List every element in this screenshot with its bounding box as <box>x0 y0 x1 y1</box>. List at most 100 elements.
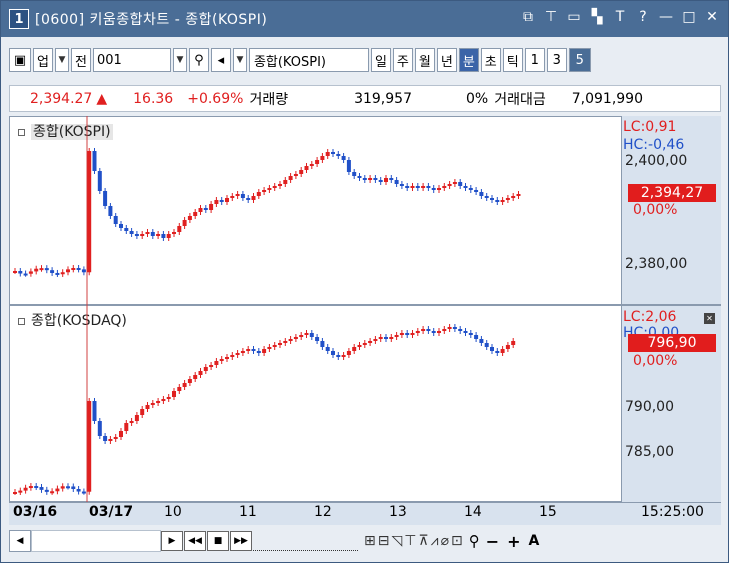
zoom-icon[interactable]: ⚲ <box>468 532 480 550</box>
kospi-candle <box>18 271 23 274</box>
maximize-icon[interactable]: □ <box>682 9 696 25</box>
zoom-slider[interactable] <box>253 531 358 551</box>
kosdaq-candle <box>415 331 420 333</box>
interval-1-button[interactable]: 1 <box>524 48 545 72</box>
kospi-candle <box>256 192 261 196</box>
plus-icon[interactable]: + <box>507 531 521 551</box>
chevron-down-icon[interactable]: ▼ <box>172 48 187 72</box>
speaker-icon[interactable]: ◂ <box>210 48 231 72</box>
close-icon[interactable]: ✕ <box>706 9 718 25</box>
kospi-candle <box>431 188 436 190</box>
kospi-candle <box>267 188 272 190</box>
kosdaq-candle <box>172 391 176 397</box>
unit-minute-button[interactable]: 분 <box>458 48 479 72</box>
kospi-candle <box>341 156 346 160</box>
kospi-candle <box>214 200 219 204</box>
kospi-candle <box>283 180 288 184</box>
kospi-candle <box>288 176 293 180</box>
period-week-button[interactable]: 주 <box>392 48 413 72</box>
interval-5-button[interactable]: 5 <box>568 48 591 72</box>
chevron-down-icon[interactable]: ▼ <box>54 48 69 72</box>
kospi-candle <box>108 206 113 216</box>
kospi-candle <box>34 268 39 272</box>
kospi-candle <box>50 270 55 273</box>
kospi-candle <box>225 198 229 202</box>
price-change-pct: +0.69% <box>187 90 244 107</box>
kospi-candle <box>28 271 33 274</box>
kosdaq-candle <box>28 486 33 489</box>
kosdaq-candle <box>187 379 192 383</box>
kospi-candle <box>468 188 473 190</box>
kosdaq-candle <box>293 337 298 339</box>
kospi-candle <box>309 164 314 166</box>
close-panel-icon[interactable]: ✕ <box>704 313 715 324</box>
kospi-candle <box>193 212 198 216</box>
unit-second-button[interactable]: 초 <box>480 48 501 72</box>
kosdaq-candle <box>299 335 304 337</box>
current-price: 2,394.27 <box>30 90 93 107</box>
kosdaq-candle <box>341 355 346 357</box>
kospi-candle <box>346 160 351 172</box>
title-bar[interactable]: 1 [0600] 키움종합차트 - 종합(KOSPI) ⧉ ⊤ ▭ ▚ T ? … <box>1 1 728 37</box>
kospi-candle <box>463 186 468 188</box>
kosdaq-candle <box>225 357 229 359</box>
kosdaq-candle <box>129 421 134 423</box>
kospi-candle <box>495 200 500 202</box>
kosdaq-candle <box>97 421 102 436</box>
minimize-icon[interactable]: — <box>659 9 673 25</box>
period-year-button[interactable]: 년 <box>436 48 457 72</box>
panel-toggle-icon[interactable]: ▣ <box>9 48 31 72</box>
kospi-candle <box>352 172 357 176</box>
kospi-candle <box>55 272 60 275</box>
kospi-candle <box>81 269 86 273</box>
period-month-button[interactable]: 월 <box>414 48 435 72</box>
kosdaq-candle <box>431 331 436 333</box>
pin-icon[interactable]: ⊤ <box>544 9 558 25</box>
kosdaq-candle <box>320 341 325 347</box>
kospi-candle <box>447 184 452 186</box>
kospi-candle <box>320 156 325 160</box>
kosdaq-candle <box>240 351 245 353</box>
title-icons: ⧉ ⊤ ▭ ▚ T ? — □ ✕ <box>520 9 720 25</box>
kosdaq-candle <box>500 349 505 353</box>
kosdaq-candle <box>304 333 309 335</box>
kosdaq-candle <box>134 415 139 421</box>
help-icon[interactable]: ? <box>639 9 647 25</box>
filter-icon[interactable]: ▚ <box>591 9 603 25</box>
restore-icon[interactable]: ▭ <box>567 9 581 25</box>
search-icon[interactable]: ⚲ <box>188 48 209 72</box>
stop-icon[interactable]: ■ <box>207 531 229 551</box>
market-type-select[interactable]: 업 <box>33 48 53 72</box>
fast-forward-icon[interactable]: ▶▶ <box>230 531 252 551</box>
candlestick-chart <box>13 116 521 502</box>
panel-divider[interactable] <box>9 304 721 306</box>
kospi-candle <box>161 234 166 238</box>
kosdaq-candle <box>463 331 468 333</box>
horizontal-scrollbar[interactable] <box>31 530 161 552</box>
period-select[interactable]: 전 <box>70 48 91 72</box>
rewind-icon[interactable]: ◀◀ <box>184 531 206 551</box>
kosdaq-candle <box>511 341 516 345</box>
kosdaq-candle <box>34 486 39 489</box>
unit-tick-button[interactable]: 틱 <box>502 48 523 72</box>
kospi-candle <box>203 208 208 210</box>
code-input[interactable]: 001 <box>92 48 171 72</box>
x-axis: 03/16 03/17 10 11 12 13 14 15 15:25:00 <box>9 502 721 525</box>
play-icon[interactable]: ▶ <box>161 531 183 551</box>
window-icon[interactable]: ⧉ <box>523 9 533 25</box>
font-icon[interactable]: T <box>615 9 625 25</box>
kospi-candle <box>331 152 335 154</box>
period-day-button[interactable]: 일 <box>370 48 391 72</box>
kospi-candle <box>156 234 161 236</box>
minus-icon[interactable]: − <box>485 531 500 551</box>
kosdaq-candle <box>288 339 293 341</box>
kospi-candle <box>479 192 484 196</box>
bottom-current-price-box: 796,90 <box>628 334 716 352</box>
xlabel-10: 10 <box>164 504 182 520</box>
drawing-tools-icons[interactable]: ⊞⊟◹⊤⊼⩘⌀⊡ <box>364 533 465 549</box>
chevron-down-icon[interactable]: ▼ <box>232 48 247 72</box>
scroll-left-icon[interactable]: ◀ <box>9 530 31 552</box>
kosdaq-candle <box>389 337 394 339</box>
font-size-icon[interactable]: A <box>528 533 540 549</box>
interval-3-button[interactable]: 3 <box>546 48 567 72</box>
